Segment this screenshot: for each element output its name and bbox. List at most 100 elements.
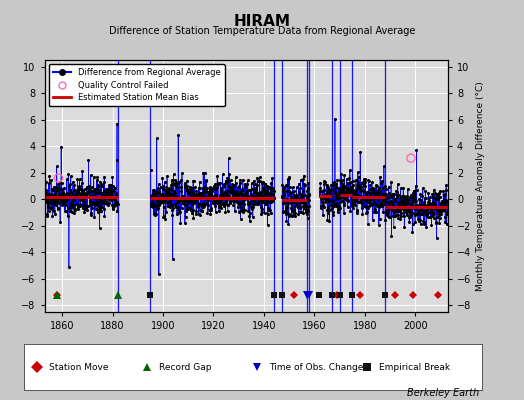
Point (235, 191, 244, 197)
Point (255, 195, 264, 201)
Point (329, 180, 337, 186)
Point (361, 202, 369, 209)
Point (429, 194, 437, 200)
Point (341, 194, 349, 200)
Point (247, 195, 255, 201)
Point (365, 203, 374, 209)
Point (48, 213, 57, 219)
Point (82, 194, 90, 200)
Point (329, 209, 337, 216)
Point (99, 200, 107, 206)
Point (189, 178, 198, 185)
Point (149, 187, 157, 194)
Point (329, 212, 337, 218)
Point (156, 200, 164, 207)
Point (185, 184, 194, 190)
Point (289, 184, 297, 190)
Point (430, 194, 439, 200)
Point (359, 203, 368, 210)
Point (346, 184, 355, 191)
Point (190, 191, 199, 197)
Point (381, 194, 389, 201)
Point (333, 177, 341, 183)
Text: Time of Obs. Change: Time of Obs. Change (269, 362, 363, 372)
Point (325, 218, 333, 224)
Point (55, 191, 63, 197)
Point (260, 210, 269, 216)
Point (58, 199, 67, 205)
Point (290, 206, 299, 213)
Point (404, 206, 412, 212)
Point (335, 189, 344, 196)
Point (198, 202, 206, 208)
Point (282, 210, 291, 216)
Point (442, 187, 450, 193)
Point (302, 197, 311, 203)
Point (256, 189, 265, 195)
Point (392, 207, 400, 214)
Point (403, 196, 412, 202)
Point (208, 188, 216, 194)
Point (222, 200, 230, 207)
Point (200, 193, 208, 199)
Point (173, 180, 181, 186)
Point (298, 198, 307, 205)
Point (324, 206, 332, 212)
Point (209, 194, 217, 200)
Point (342, 176, 351, 182)
Point (443, 205, 452, 211)
Point (391, 207, 400, 213)
Point (148, 200, 157, 206)
Point (261, 191, 269, 197)
Point (376, 193, 385, 200)
Point (430, 215, 438, 221)
Point (422, 205, 431, 212)
Point (147, 166, 155, 173)
Point (114, 201, 122, 207)
Point (264, 205, 272, 212)
Point (322, 191, 330, 198)
Point (353, 210, 361, 217)
Point (321, 199, 330, 205)
Point (62, 198, 70, 204)
Point (232, 192, 240, 199)
Point (168, 206, 176, 213)
Point (74, 203, 82, 210)
Point (102, 199, 110, 205)
Point (292, 192, 300, 198)
Point (408, 202, 416, 208)
Point (96, 198, 105, 205)
Point (93, 185, 102, 192)
Point (61, 208, 70, 214)
Point (261, 192, 270, 198)
Point (237, 192, 246, 198)
Point (261, 200, 269, 207)
Point (252, 188, 260, 195)
Point (191, 193, 200, 200)
Point (189, 189, 197, 195)
Point (367, 190, 376, 196)
Point (350, 182, 358, 188)
Point (66, 203, 74, 209)
Point (254, 199, 263, 206)
Point (340, 202, 348, 208)
Point (375, 221, 383, 228)
Point (362, 210, 370, 217)
Point (86, 193, 95, 200)
Point (100, 206, 108, 212)
Point (156, 183, 165, 190)
Point (111, 202, 119, 208)
Point (362, 192, 370, 198)
Point (352, 197, 360, 203)
Point (208, 194, 216, 200)
Point (380, 198, 389, 204)
Point (432, 220, 440, 226)
Point (358, 194, 367, 201)
Point (234, 193, 242, 199)
Point (243, 195, 252, 202)
Point (325, 198, 333, 205)
Point (83, 184, 91, 190)
Point (162, 188, 171, 195)
Point (300, 182, 308, 188)
Point (54, 195, 62, 201)
